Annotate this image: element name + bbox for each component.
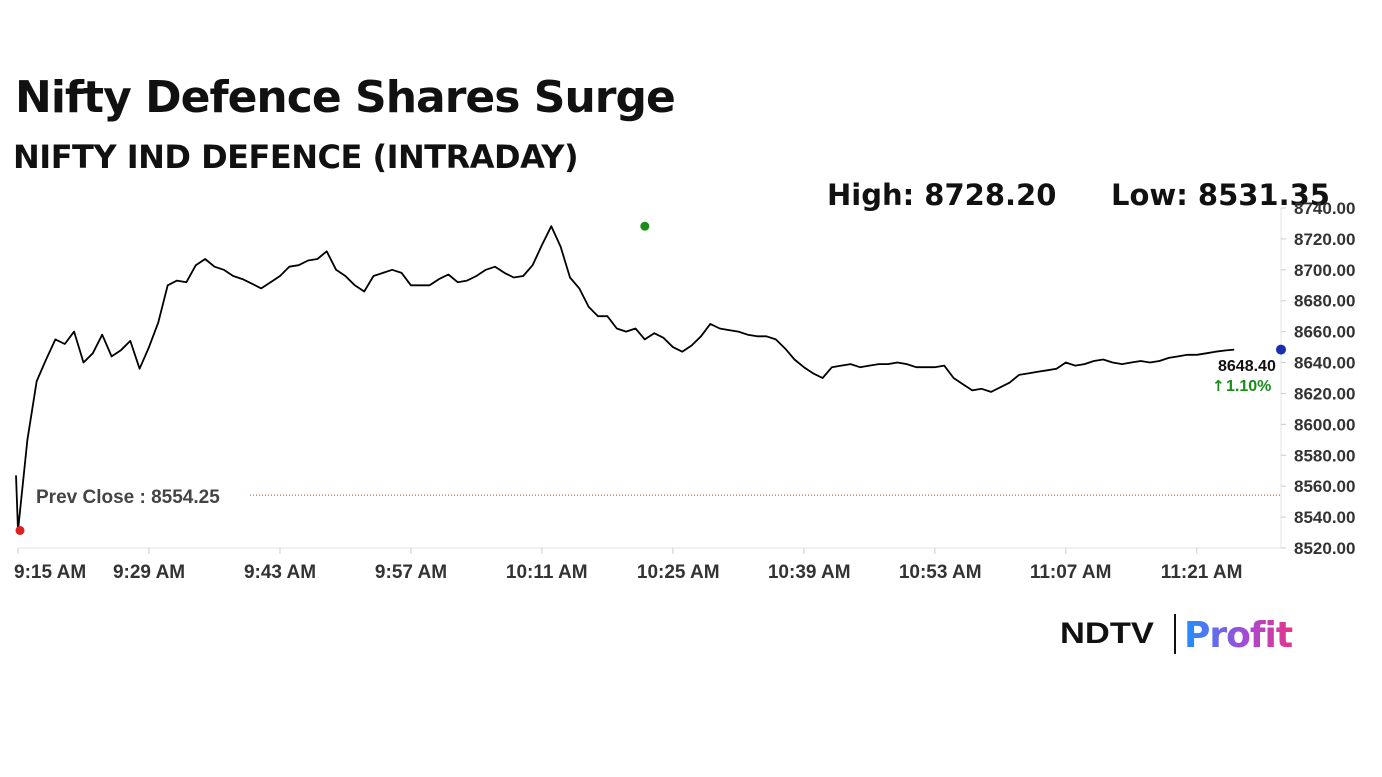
x-tick-label: 11:21 AM xyxy=(1161,562,1243,583)
x-tick-label: 10:39 AM xyxy=(768,562,851,583)
y-tick-label: 8720.00 xyxy=(1294,230,1355,249)
y-tick-label: 8740.00 xyxy=(1294,199,1355,218)
low-marker xyxy=(15,525,25,535)
x-tick-label: 9:15 AM xyxy=(14,562,86,583)
logo-profit-text: Profit xyxy=(1184,615,1294,656)
high-marker xyxy=(640,221,650,231)
last-price-marker xyxy=(1276,344,1286,355)
y-tick-label: 8620.00 xyxy=(1294,384,1355,403)
y-tick-label: 8520.00 xyxy=(1294,539,1355,558)
high-label: High: 8728.20 xyxy=(827,178,1057,212)
logo-divider xyxy=(1174,614,1176,654)
y-tick-label: 8680.00 xyxy=(1294,292,1355,311)
y-tick-label: 8560.00 xyxy=(1294,477,1355,496)
x-tick-label: 10:11 AM xyxy=(506,562,588,583)
chart-subtitle: NIFTY IND DEFENCE (INTRADAY) xyxy=(13,138,579,176)
logo-ndtv-text: NDTV xyxy=(1060,617,1154,650)
last-value-label: 8648.40 xyxy=(1218,358,1276,375)
y-tick-label: 8540.00 xyxy=(1294,508,1355,527)
svg-text:Profit: Profit xyxy=(1184,615,1293,656)
change-percent-label: 1.10% xyxy=(1226,378,1271,395)
x-tick-label: 11:07 AM xyxy=(1030,562,1112,583)
x-tick-label: 9:57 AM xyxy=(375,562,447,583)
chart-title: Nifty Defence Shares Surge xyxy=(15,72,676,123)
x-tick-label: 9:29 AM xyxy=(113,562,185,583)
y-tick-label: 8580.00 xyxy=(1294,446,1355,465)
x-tick-label: 9:43 AM xyxy=(244,562,316,583)
ndtv-profit-logo: NDTV Profit xyxy=(1060,612,1296,656)
y-tick-label: 8660.00 xyxy=(1294,323,1355,342)
prev-close-label: Prev Close : 8554.25 xyxy=(36,487,220,508)
price-line xyxy=(15,225,1235,532)
y-tick-label: 8700.00 xyxy=(1294,261,1355,280)
x-tick-label: 10:25 AM xyxy=(637,562,720,583)
low-label: Low: 8531.35 xyxy=(1111,178,1330,212)
change-up-arrow-icon: ↑ xyxy=(1212,377,1225,395)
x-tick-label: 10:53 AM xyxy=(899,562,982,583)
y-tick-label: 8640.00 xyxy=(1294,354,1355,373)
y-tick-label: 8600.00 xyxy=(1294,415,1355,434)
